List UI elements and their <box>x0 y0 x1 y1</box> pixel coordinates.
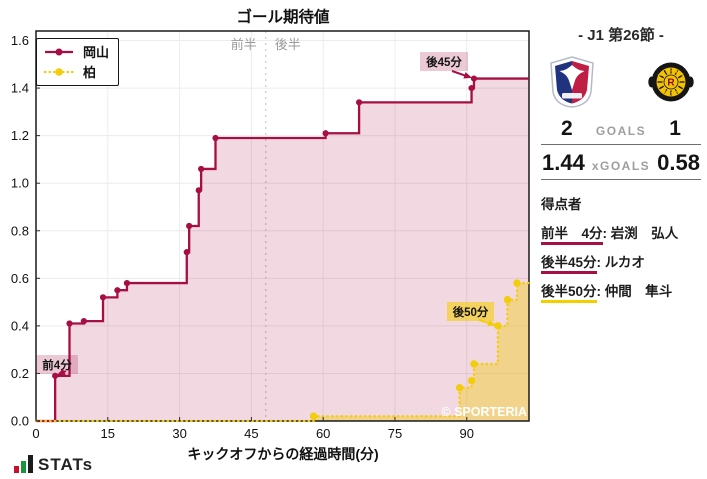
home-goals: 2 <box>561 117 573 140</box>
svg-text:KASHIWA: KASHIWA <box>657 68 686 78</box>
scorer-row: 前半 4分: 岩渕 弘人 <box>541 222 701 245</box>
reysol-text-bottom: REYSOL <box>660 87 682 96</box>
xg-markers-0 <box>52 75 478 379</box>
svg-text:後45分: 後45分 <box>426 55 462 69</box>
bar-chart-icon <box>14 455 33 473</box>
xgoals-label: xGOALS <box>591 159 651 173</box>
x-tick-label: 60 <box>316 426 330 441</box>
goal-annotation: 後50分 <box>447 302 496 327</box>
legend-label-okayama: 岡山 <box>83 45 110 60</box>
scorers-section: 得点者 前半 4分: 岩渕 弘人 後半45分: ルカオ 後半50分: 仲間 隼斗 <box>541 193 701 303</box>
goals-label: GOALS <box>595 124 647 138</box>
gridlines <box>35 31 529 422</box>
plot-frame <box>35 30 530 422</box>
away-xgoals: 0.58 <box>657 150 700 175</box>
first-half-label: 前半 <box>231 37 257 52</box>
scorer-row: 後半50分: 仲間 隼斗 <box>541 280 701 303</box>
away-goals: 1 <box>669 117 681 140</box>
y-tick-label: 1.4 <box>11 81 29 96</box>
second-half-label: 後半 <box>275 37 301 52</box>
x-axis-title: キックオフからの経過時間(分) <box>187 446 379 462</box>
x-tick-label: 75 <box>388 426 402 441</box>
xgoals-row: 1.44 xGOALS 0.58 <box>541 150 701 180</box>
y-tick-label: 1.6 <box>11 33 29 48</box>
x-tick-label: 15 <box>101 426 115 441</box>
reysol-text-top: KASHIWA <box>657 68 685 78</box>
xg-markers-1 <box>309 279 521 420</box>
x-tick-label: 90 <box>460 426 474 441</box>
chart-title: ゴール期待値 <box>236 9 330 26</box>
goal-annotation: 後45分 <box>420 52 473 79</box>
xg-line-1 <box>34 281 531 423</box>
team-logos-row: R KASHIWA REYSOL <box>541 56 701 108</box>
axis-ticks: 0 15 30 45 60 75 90 0.0 0.2 0.4 0.6 0.8 1.0 1.2 1.4 1.6 <box>11 33 474 441</box>
kashiwa-reysol-crest: R KASHIWA REYSOL <box>648 62 694 102</box>
legend-row-okayama: 岡山 <box>44 44 110 60</box>
x-tick-label: 0 <box>32 426 39 441</box>
home-xgoals: 1.44 <box>542 150 585 175</box>
match-title: - J1 第26節 - <box>578 27 664 44</box>
legend-row-kashiwa: 柏 <box>44 64 109 80</box>
stats-logo: STATs <box>14 455 93 473</box>
kashiwa-line-sample <box>44 67 74 76</box>
sporteria-watermark: © SPORTERIA <box>441 405 527 419</box>
y-tick-label: 1.0 <box>11 176 29 191</box>
svg-text:後50分: 後50分 <box>453 305 489 319</box>
svg-text:前4分: 前4分 <box>42 358 72 372</box>
match-summary-panel: - J1 第26節 - R <box>541 24 701 303</box>
goal-annotation: 前4分 <box>36 355 78 376</box>
legend-label-kashiwa: 柏 <box>83 65 97 80</box>
y-tick-label: 0.4 <box>11 318 29 333</box>
svg-text:REYSOL: REYSOL <box>660 87 683 96</box>
stats-logo-text: STATs <box>38 455 94 474</box>
goals-row: 2 GOALS 1 <box>541 117 701 145</box>
scorer-row: 後半45分: ルカオ <box>541 251 701 274</box>
xg-step-chart: 0 15 30 45 60 75 90 0.0 0.2 0.4 0.6 0.8 1.0 1.2 1.4 1.6… <box>11 30 531 441</box>
sun-rays <box>657 68 685 96</box>
y-tick-label: 0.0 <box>11 414 29 429</box>
y-tick-label: 0.2 <box>11 366 29 381</box>
x-tick-label: 30 <box>172 426 186 441</box>
reysol-monogram: R <box>667 78 675 89</box>
scorer-list: 前半 4分: 岩渕 弘人 後半45分: ルカオ 後半50分: 仲間 隼斗 <box>541 222 701 303</box>
x-tick-label: 45 <box>244 426 258 441</box>
okayama-line-sample <box>45 48 73 55</box>
xg-area-1 <box>36 283 529 421</box>
y-tick-label: 0.6 <box>11 271 29 286</box>
scorers-title: 得点者 <box>541 197 582 212</box>
chart-legend: 岡山 柏 <box>36 38 120 86</box>
fagiano-okayama-crest <box>550 56 594 108</box>
y-tick-label: 1.2 <box>11 128 29 143</box>
y-tick-label: 0.8 <box>11 223 29 238</box>
xg-area-0 <box>36 78 529 421</box>
